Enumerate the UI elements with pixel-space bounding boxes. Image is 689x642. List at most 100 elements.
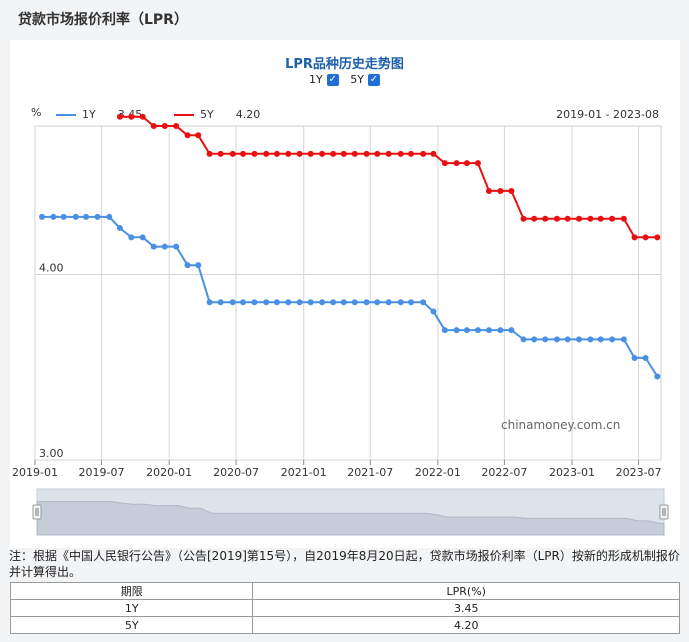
data-point-1y: [508, 327, 515, 334]
data-point-1y: [38, 213, 45, 220]
x-tick-label: 2022-07: [481, 466, 527, 479]
data-point-5y: [520, 215, 527, 222]
data-point-5y: [128, 113, 135, 120]
toggle-1y-checkbox[interactable]: ✓: [326, 73, 339, 86]
x-tick-label: 2023-01: [549, 466, 595, 479]
data-point-1y: [184, 262, 191, 269]
data-point-5y: [497, 187, 504, 194]
table-cell-lpr: 3.45: [252, 599, 680, 617]
table-cell-term: 1Y: [9, 599, 254, 617]
navigator-handle-left[interactable]: [32, 504, 42, 520]
data-point-1y: [408, 299, 415, 306]
data-point-5y: [453, 160, 460, 167]
data-point-1y: [229, 299, 236, 306]
data-point-1y: [217, 299, 224, 306]
data-point-5y: [408, 150, 415, 157]
chart-grid: [34, 125, 662, 461]
data-point-1y: [296, 299, 303, 306]
data-point-5y: [363, 150, 370, 157]
data-point-1y: [150, 243, 157, 250]
data-point-1y: [139, 234, 146, 241]
table-cell-lpr: 4.20: [252, 616, 680, 634]
data-point-1y: [374, 299, 381, 306]
watermark: chinamoney.com.cn: [501, 418, 621, 432]
data-point-1y: [60, 213, 67, 220]
data-point-1y: [340, 299, 347, 306]
data-point-1y: [564, 336, 571, 343]
data-point-5y: [330, 150, 337, 157]
x-tick-label: 2021-01: [281, 466, 327, 479]
toggle-1y-label: 1Y: [309, 73, 323, 86]
data-point-5y: [553, 215, 560, 222]
data-point-5y: [597, 215, 604, 222]
data-point-1y: [542, 336, 549, 343]
data-point-5y: [609, 215, 616, 222]
data-point-1y: [83, 213, 90, 220]
legend-5y[interactable]: 5Y 4.20: [174, 108, 260, 121]
table-header-lpr: LPR(%): [252, 582, 680, 600]
data-point-1y: [587, 336, 594, 343]
data-point-1y: [520, 336, 527, 343]
data-point-5y: [576, 215, 583, 222]
y-tick-label: 3.00: [39, 447, 64, 460]
legend-5y-name: 5Y: [200, 108, 214, 121]
data-point-5y: [273, 150, 280, 157]
x-tick-label: 2019-01: [12, 466, 58, 479]
footnote: 注：根据《中国人民银行公告》（公告[2019]第15号），自2019年8月20日…: [9, 549, 680, 579]
data-point-1y: [251, 299, 258, 306]
data-point-1y: [609, 336, 616, 343]
data-point-5y: [531, 215, 538, 222]
data-point-5y: [229, 150, 236, 157]
toggle-5y[interactable]: 5Y ✓: [350, 73, 380, 86]
data-point-1y: [597, 336, 604, 343]
data-point-5y: [374, 150, 381, 157]
data-point-1y: [240, 299, 247, 306]
data-point-5y: [340, 150, 347, 157]
legend-1y-name: 1Y: [82, 108, 96, 121]
data-point-5y: [217, 150, 224, 157]
toggle-5y-checkbox[interactable]: ✓: [367, 73, 380, 86]
data-point-1y: [173, 243, 180, 250]
data-point-1y: [474, 327, 481, 334]
data-point-1y: [453, 327, 460, 334]
toggle-1y[interactable]: 1Y ✓: [309, 73, 339, 86]
x-tick-label: 2020-01: [146, 466, 192, 479]
data-point-5y: [385, 150, 392, 157]
data-point-5y: [397, 150, 404, 157]
chart-title: LPR品种历史走势图: [285, 57, 404, 72]
data-point-1y: [206, 299, 213, 306]
x-tick-label: 2019-07: [79, 466, 125, 479]
data-point-1y: [654, 373, 661, 380]
table-row: 1Y 3.45: [9, 599, 680, 617]
x-tick-label: 2022-01: [415, 466, 461, 479]
data-point-5y: [654, 234, 661, 241]
data-point-5y: [474, 160, 481, 167]
navigator-handle-right[interactable]: [659, 504, 669, 520]
data-point-5y: [161, 123, 168, 129]
chart-axes: 2019-01 2019-07 2020-01 2020-07 2021-01 2021-…: [12, 261, 662, 479]
data-point-1y: [385, 299, 392, 306]
data-point-1y: [620, 336, 627, 343]
data-point-5y: [485, 187, 492, 194]
data-point-5y: [420, 150, 427, 157]
data-point-5y: [631, 234, 638, 241]
data-point-1y: [576, 336, 583, 343]
chart-series: [38, 113, 661, 380]
data-point-5y: [508, 187, 515, 194]
data-point-1y: [116, 225, 123, 232]
navigator-area: [36, 501, 665, 536]
data-point-1y: [285, 299, 292, 306]
data-point-1y: [106, 213, 113, 220]
data-point-1y: [420, 299, 427, 306]
lpr-table: 期限 LPR(%) 1Y 3.45 5Y 4.20: [9, 582, 680, 634]
data-point-5y: [263, 150, 270, 157]
data-point-5y: [307, 150, 314, 157]
data-point-1y: [263, 299, 270, 306]
data-point-5y: [642, 234, 649, 241]
y-unit-label: %: [31, 106, 42, 119]
data-point-1y: [642, 354, 649, 361]
data-point-1y: [319, 299, 326, 306]
legend-1y-swatch: [56, 113, 76, 116]
plot-area: [34, 125, 662, 461]
data-point-5y: [285, 150, 292, 157]
